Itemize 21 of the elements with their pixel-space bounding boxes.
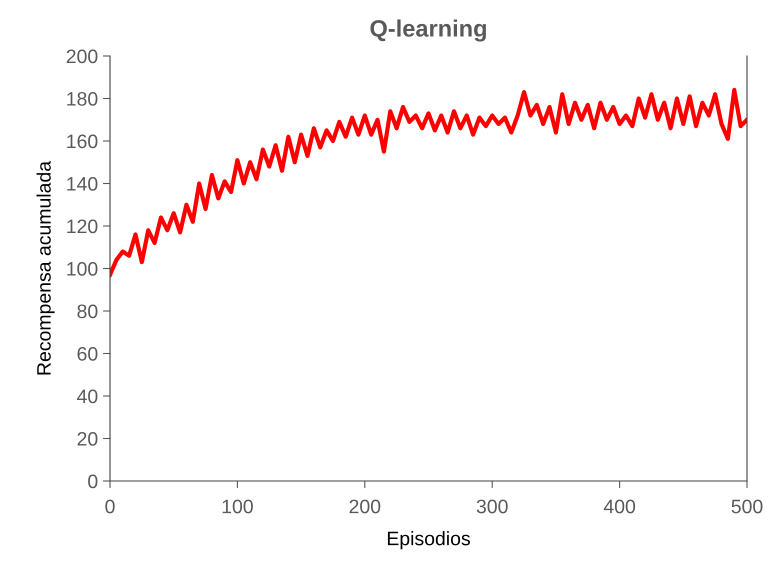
y-tick-label: 20 xyxy=(78,432,98,446)
y-tick-label: 140 xyxy=(67,176,98,191)
y-tick-label: 120 xyxy=(67,219,98,234)
x-tick-label: 400 xyxy=(604,500,636,514)
y-tick-label: 200 xyxy=(66,49,98,64)
x-axis-title: Episodios xyxy=(388,531,470,550)
x-tick-label: 0 xyxy=(105,500,115,514)
y-tick-label: 40 xyxy=(77,389,98,404)
chart-title: Q-learning xyxy=(370,19,486,42)
y-tick-label: 0 xyxy=(88,474,98,488)
line-series xyxy=(110,88,747,277)
y-tick-label: 180 xyxy=(67,92,98,106)
x-tick-label: 200 xyxy=(350,500,380,514)
y-tick-label: 60 xyxy=(78,346,98,361)
y-tick-label: 80 xyxy=(77,304,98,318)
x-tick-label: 300 xyxy=(476,500,508,514)
y-tick-label: 100 xyxy=(67,262,98,276)
y-tick-label: 160 xyxy=(67,134,98,148)
x-tick-label: 100 xyxy=(222,500,253,514)
y-axis-title: Recompensa acumulada xyxy=(36,160,55,374)
x-tick-label: 500 xyxy=(732,500,762,514)
